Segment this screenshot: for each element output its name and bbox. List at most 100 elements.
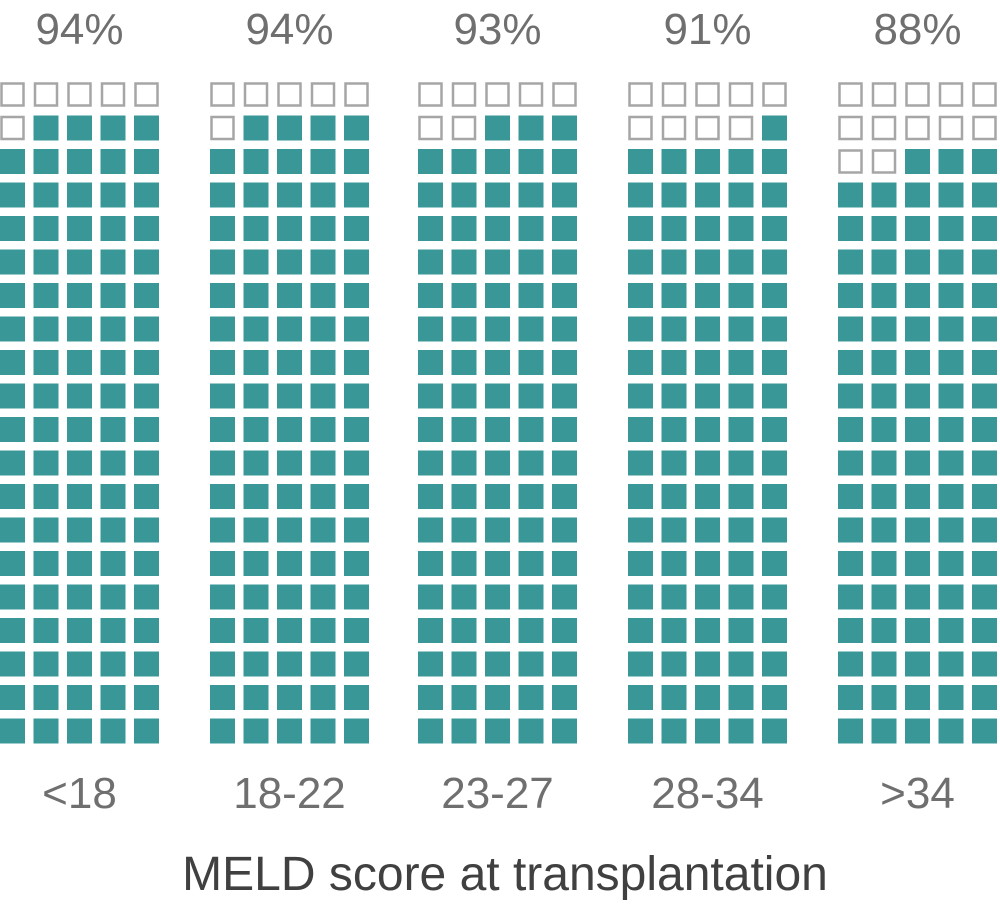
waffle-cell-filled: [418, 149, 443, 174]
waffle-cell-filled: [728, 182, 754, 208]
waffle-cell-filled: [518, 216, 544, 241]
waffle-cell-filled: [0, 584, 25, 610]
waffle-cell-filled: [762, 584, 787, 610]
waffle-cell-filled: [277, 149, 302, 174]
waffle-cell-filled: [0, 283, 25, 308]
waffle-cell-filled: [695, 618, 720, 643]
waffle-cell-filled: [210, 718, 235, 744]
waffle-cell-filled: [0, 484, 25, 509]
waffle-cell-filled: [310, 149, 336, 174]
waffle-cell-filled: [277, 618, 302, 643]
waffle-cell-filled: [871, 618, 897, 643]
waffle-cell-filled: [67, 249, 92, 275]
waffle-cell-filled: [67, 718, 92, 744]
waffle-cell-empty: [838, 115, 863, 141]
waffle-cell-filled: [695, 517, 720, 543]
waffle-cell-filled: [243, 450, 269, 476]
waffle-cell-filled: [552, 651, 577, 677]
waffle-cell-filled: [552, 316, 577, 342]
waffle-cell-empty: [762, 82, 787, 107]
waffle-cell-empty: [418, 82, 443, 107]
waffle-cell-filled: [762, 450, 787, 476]
waffle-cell-filled: [451, 216, 477, 241]
waffle-cell-filled: [518, 450, 544, 476]
waffle-cell-filled: [552, 149, 577, 174]
waffle-cell-filled: [485, 685, 510, 710]
waffle-cell-filled: [451, 350, 477, 375]
waffle-cell-empty: [67, 82, 92, 107]
waffle-cell-filled: [33, 249, 59, 275]
waffle-cell-filled: [628, 651, 653, 677]
category-label: >34: [880, 769, 955, 818]
waffle-cell-filled: [628, 718, 653, 744]
waffle-cell-filled: [418, 283, 443, 308]
waffle-cell-empty: [972, 82, 997, 107]
waffle-cell-filled: [728, 618, 754, 643]
waffle-cell-filled: [938, 718, 964, 744]
category-label: 18-22: [233, 769, 346, 818]
waffle-cell-filled: [344, 584, 369, 610]
waffle-cell-filled: [33, 584, 59, 610]
waffle-cell-filled: [344, 283, 369, 308]
waffle-cell-filled: [451, 149, 477, 174]
waffle-cell-filled: [938, 584, 964, 610]
waffle-cell-filled: [871, 249, 897, 275]
waffle-cell-filled: [485, 517, 510, 543]
waffle-cell-filled: [100, 182, 126, 208]
waffle-cell-filled: [728, 718, 754, 744]
waffle-cell-filled: [485, 283, 510, 308]
waffle-cell-empty: [451, 82, 477, 107]
waffle-cell-filled: [762, 685, 787, 710]
waffle-cell-filled: [518, 484, 544, 509]
waffle-cell-filled: [67, 216, 92, 241]
waffle-cell-filled: [518, 316, 544, 342]
waffle-cell-empty: [728, 115, 754, 141]
waffle-cell-filled: [67, 350, 92, 375]
waffle-cell-empty: [938, 115, 964, 141]
waffle-cell-filled: [210, 551, 235, 576]
waffle-cell-filled: [552, 115, 577, 141]
waffle-cell-filled: [695, 551, 720, 576]
waffle-cell-filled: [67, 316, 92, 342]
waffle-cell-filled: [418, 651, 443, 677]
waffle-cell-filled: [243, 350, 269, 375]
waffle-cell-filled: [210, 216, 235, 241]
waffle-cell-filled: [661, 316, 687, 342]
waffle-cell-filled: [243, 651, 269, 677]
waffle-cell-filled: [310, 517, 336, 543]
waffle-cell-filled: [451, 517, 477, 543]
waffle-cell-filled: [905, 350, 930, 375]
waffle-cell-filled: [518, 517, 544, 543]
waffle-cell-filled: [67, 651, 92, 677]
waffle-cell-filled: [0, 316, 25, 342]
waffle-cell-filled: [210, 517, 235, 543]
waffle-cell-filled: [661, 718, 687, 744]
waffle-cell-filled: [838, 517, 863, 543]
waffle-cell-filled: [451, 618, 477, 643]
waffle-cell-filled: [728, 484, 754, 509]
waffle-cell-filled: [905, 149, 930, 174]
waffle-cell-filled: [100, 618, 126, 643]
waffle-cell-filled: [33, 182, 59, 208]
waffle-cell-filled: [728, 283, 754, 308]
waffle-cell-filled: [905, 584, 930, 610]
waffle-cell-filled: [451, 718, 477, 744]
waffle-cell-filled: [418, 618, 443, 643]
waffle-cell-filled: [905, 651, 930, 677]
waffle-cell-filled: [762, 651, 787, 677]
waffle-cell-filled: [277, 651, 302, 677]
waffle-cell-filled: [972, 584, 997, 610]
waffle-cell-filled: [277, 450, 302, 476]
waffle-cell-filled: [418, 484, 443, 509]
waffle-cell-filled: [0, 517, 25, 543]
waffle-cell-empty: [905, 82, 930, 107]
waffle-cell-filled: [762, 718, 787, 744]
waffle-cell-filled: [485, 316, 510, 342]
value-label: 91%: [663, 5, 751, 54]
waffle-cell-empty: [344, 82, 369, 107]
waffle-cell-filled: [451, 283, 477, 308]
waffle-cell-filled: [310, 182, 336, 208]
waffle-cell-filled: [695, 417, 720, 442]
waffle-cell-filled: [552, 283, 577, 308]
waffle-cell-filled: [310, 584, 336, 610]
